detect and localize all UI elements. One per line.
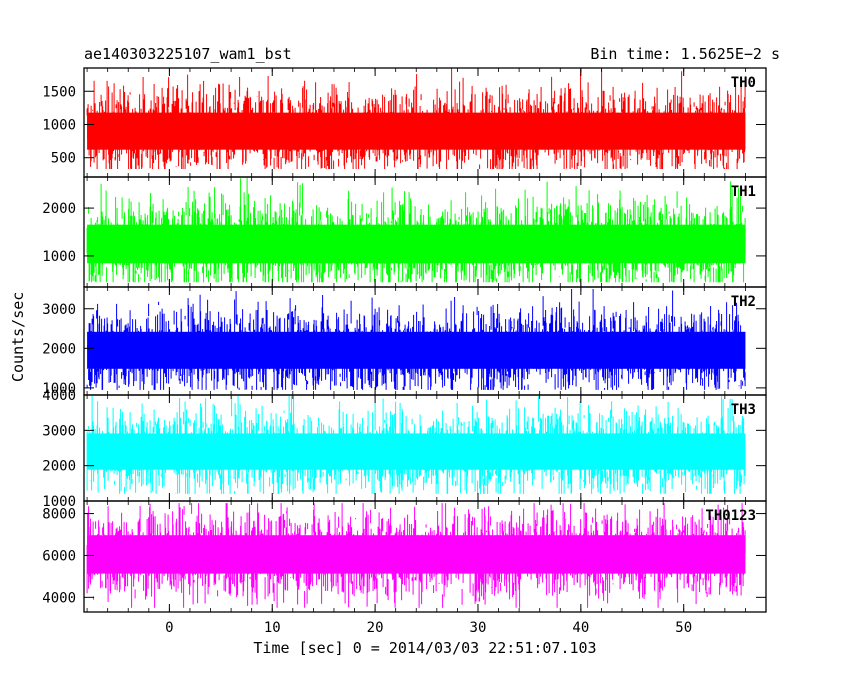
series-label-th3: TH3 [731, 402, 756, 418]
x-tick-label: 20 [367, 620, 384, 636]
y-tick-label: 6000 [42, 548, 76, 564]
y-tick-label: 2000 [42, 459, 76, 475]
series-label-th2: TH2 [731, 294, 756, 310]
series-line-th0 [86, 68, 746, 169]
y-tick-label: 1000 [42, 249, 76, 265]
series-label-th0: TH0 [731, 75, 756, 91]
x-tick-label: 40 [572, 620, 589, 636]
x-tick-label: 30 [470, 620, 487, 636]
y-tick-label: 1000 [42, 117, 76, 133]
y-tick-label: 4000 [42, 590, 76, 606]
bin-time-label: Bin time: 1.5625E−2 s [590, 45, 780, 63]
series-line-th1 [86, 177, 746, 283]
x-tick-label: 0 [165, 620, 173, 636]
y-tick-label: 1000 [42, 494, 76, 510]
y-tick-label: 500 [51, 151, 76, 167]
y-tick-label: 3000 [42, 302, 76, 318]
y-axis-label: Counts/sec [9, 291, 27, 382]
series-line-th2 [86, 289, 746, 390]
series-line-th0123 [86, 503, 746, 608]
y-tick-label: 1000 [42, 381, 76, 397]
panel-frame-th0123 [83, 500, 767, 613]
series-label-th1: TH1 [731, 184, 756, 200]
x-tick-label: 10 [264, 620, 281, 636]
y-tick-label: 1500 [42, 84, 76, 100]
y-tick-label: 2000 [42, 201, 76, 217]
x-tick-label: 50 [675, 620, 692, 636]
source-title: ae140303225107_wam1_bst [84, 45, 292, 63]
y-tick-label: 3000 [42, 423, 76, 439]
series-line-th3 [86, 395, 746, 494]
x-axis-label: Time [sec] 0 = 2014/03/03 22:51:07.103 [253, 639, 597, 657]
y-tick-label: 2000 [42, 341, 76, 357]
series-label-th0123: TH0123 [705, 508, 756, 524]
y-tick-label: 8000 [42, 507, 76, 523]
y-tick-label: 4000 [42, 388, 76, 404]
